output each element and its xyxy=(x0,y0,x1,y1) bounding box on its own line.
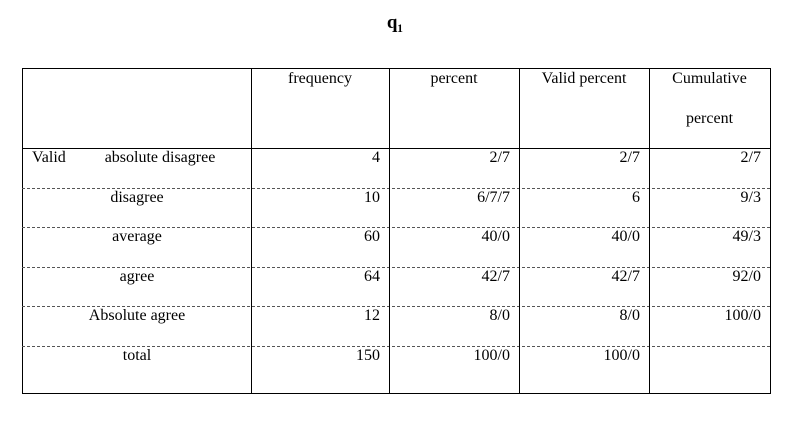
cell: 64 xyxy=(364,267,380,285)
cell: 42/7 xyxy=(481,267,510,285)
row-label: absolute disagree xyxy=(104,149,216,166)
cell: 60 xyxy=(364,228,380,246)
column-header: frequency xyxy=(288,70,352,87)
cell: 9/3 xyxy=(740,188,761,206)
cell: 150 xyxy=(356,347,380,364)
cell: 8/0 xyxy=(489,307,510,325)
cell: 8/0 xyxy=(619,307,640,325)
cell: 10 xyxy=(364,188,380,206)
group-label: Valid xyxy=(32,149,66,166)
cell: 2/7 xyxy=(740,149,761,166)
cell: 6 xyxy=(632,188,640,206)
column-header: Valid percent xyxy=(541,70,627,87)
column-header: Cumulative percent xyxy=(672,70,747,127)
row-label: average xyxy=(112,228,162,246)
column-rules xyxy=(251,68,650,393)
row-label: disagree xyxy=(110,188,164,206)
cell: 40/0 xyxy=(611,228,640,246)
cell: 4 xyxy=(372,149,380,166)
cell: 92/0 xyxy=(732,267,761,285)
row-label: agree xyxy=(119,267,155,285)
cell: 12 xyxy=(364,307,380,325)
table-border xyxy=(22,68,771,394)
cell: 2/7 xyxy=(619,149,640,166)
cell: 40/0 xyxy=(481,228,510,246)
cell: 49/3 xyxy=(732,228,761,246)
cell: 2/7 xyxy=(489,149,510,166)
cell: 42/7 xyxy=(611,267,640,285)
column-header: percent xyxy=(430,70,478,87)
cell: 100/0 xyxy=(603,347,640,364)
table-title: q₁ xyxy=(386,12,404,33)
cell: 100/0 xyxy=(473,347,510,364)
cell: 100/0 xyxy=(724,307,761,325)
row-label: total xyxy=(122,347,152,364)
cell: 6/7/7 xyxy=(477,188,510,206)
row-label: Absolute agree xyxy=(88,307,186,325)
